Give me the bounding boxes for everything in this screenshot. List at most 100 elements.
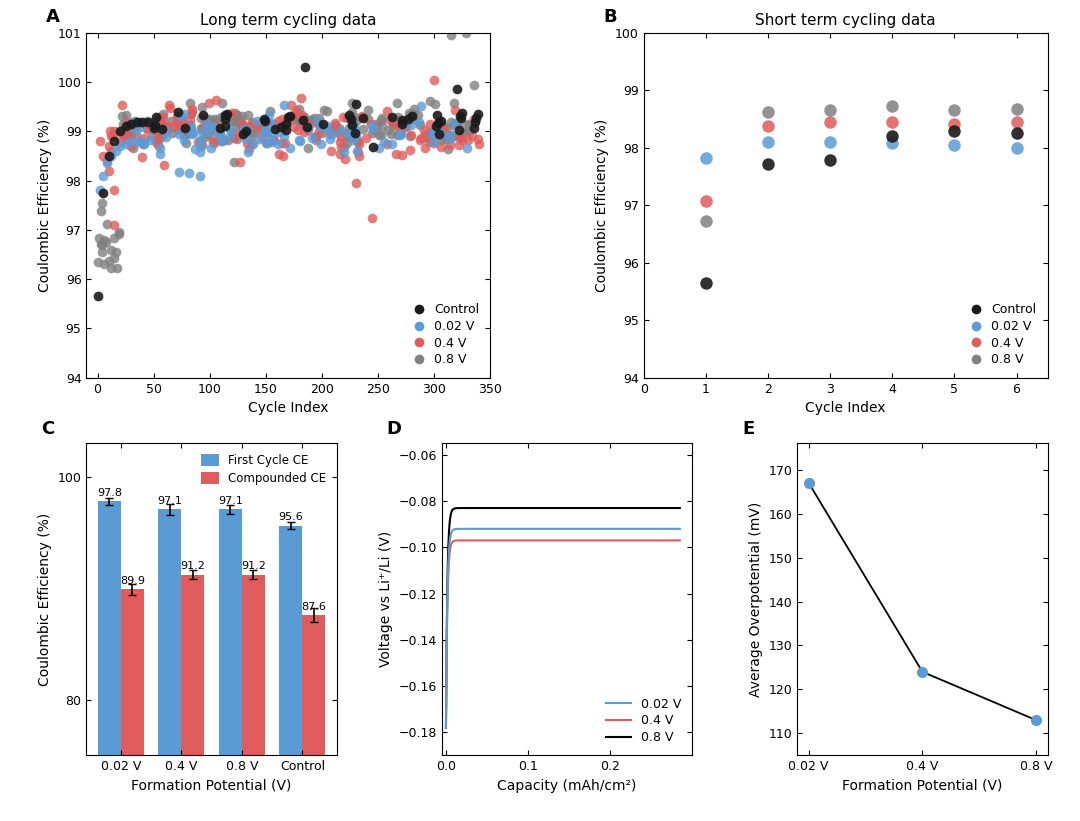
Point — [311, 112, 328, 125]
Point — [470, 108, 487, 121]
Point — [342, 129, 360, 142]
Point — [363, 117, 380, 131]
Point — [145, 122, 162, 135]
Point — [311, 120, 328, 133]
Point — [146, 122, 163, 135]
Point — [118, 108, 135, 121]
Point — [433, 121, 450, 134]
Point — [364, 120, 381, 133]
Point — [822, 115, 839, 128]
Point — [103, 149, 120, 163]
Point — [139, 116, 157, 129]
Point — [1008, 116, 1025, 129]
Point — [175, 134, 192, 147]
Point — [445, 118, 462, 131]
Point — [349, 133, 366, 146]
Point — [323, 144, 340, 157]
Point — [391, 126, 408, 139]
Bar — [181, 575, 204, 821]
Point — [119, 116, 136, 129]
Point — [914, 665, 931, 678]
Point — [698, 215, 715, 228]
Point — [1027, 713, 1044, 727]
Point — [171, 165, 188, 178]
0.4 V — [665, 535, 678, 545]
Point — [178, 127, 195, 140]
0.8 V — [673, 503, 686, 513]
Point — [759, 119, 777, 132]
Point — [305, 112, 322, 125]
Point — [200, 96, 217, 109]
Point — [98, 157, 116, 170]
Point — [389, 128, 406, 141]
0.02 V — [474, 524, 487, 534]
Point — [265, 133, 282, 146]
Point — [347, 126, 364, 140]
Point — [127, 124, 145, 137]
Point — [393, 148, 410, 161]
Point — [206, 112, 224, 126]
Text: E: E — [742, 420, 755, 438]
Point — [100, 140, 118, 153]
Point — [214, 135, 231, 148]
Point — [342, 126, 360, 139]
Point — [404, 109, 421, 122]
Point — [267, 123, 284, 136]
Point — [430, 116, 447, 129]
Point — [245, 117, 262, 131]
Point — [176, 122, 193, 135]
Point — [392, 128, 409, 141]
0.02 V — [440, 722, 453, 732]
Point — [173, 109, 190, 122]
Point — [465, 122, 483, 135]
Point — [347, 98, 364, 111]
Point — [394, 114, 411, 127]
Point — [226, 132, 243, 145]
Point — [111, 140, 129, 153]
Point — [95, 186, 112, 200]
Point — [97, 236, 114, 249]
Point — [91, 184, 108, 197]
Point — [299, 122, 316, 135]
Point — [322, 132, 339, 145]
Point — [224, 115, 241, 128]
Point — [181, 113, 199, 126]
Point — [123, 117, 140, 131]
Point — [157, 123, 174, 136]
Text: 95.6: 95.6 — [279, 512, 303, 522]
Point — [162, 114, 179, 127]
Point — [307, 130, 324, 143]
Point — [90, 256, 107, 269]
Point — [347, 177, 364, 190]
Point — [148, 135, 165, 149]
Point — [285, 121, 302, 134]
Point — [459, 125, 476, 138]
Point — [431, 125, 448, 138]
Point — [383, 138, 401, 151]
Point — [426, 73, 443, 86]
0.02 V — [665, 524, 678, 534]
Point — [106, 184, 123, 197]
Point — [127, 119, 145, 132]
Point — [212, 122, 229, 135]
Point — [138, 122, 156, 135]
Point — [136, 132, 153, 145]
Point — [147, 122, 164, 135]
Point — [129, 131, 146, 144]
Point — [343, 106, 361, 119]
Point — [445, 97, 462, 110]
Point — [94, 239, 111, 252]
Point — [184, 128, 201, 141]
Point — [432, 128, 449, 141]
Point — [214, 97, 231, 110]
Point — [339, 127, 356, 140]
Point — [232, 120, 249, 133]
X-axis label: Cycle Index: Cycle Index — [248, 401, 328, 415]
Point — [396, 120, 414, 133]
Point — [448, 117, 465, 130]
Point — [113, 127, 131, 140]
Point — [822, 135, 839, 149]
0.8 V — [498, 503, 511, 513]
Point — [141, 133, 159, 146]
Point — [433, 123, 450, 136]
